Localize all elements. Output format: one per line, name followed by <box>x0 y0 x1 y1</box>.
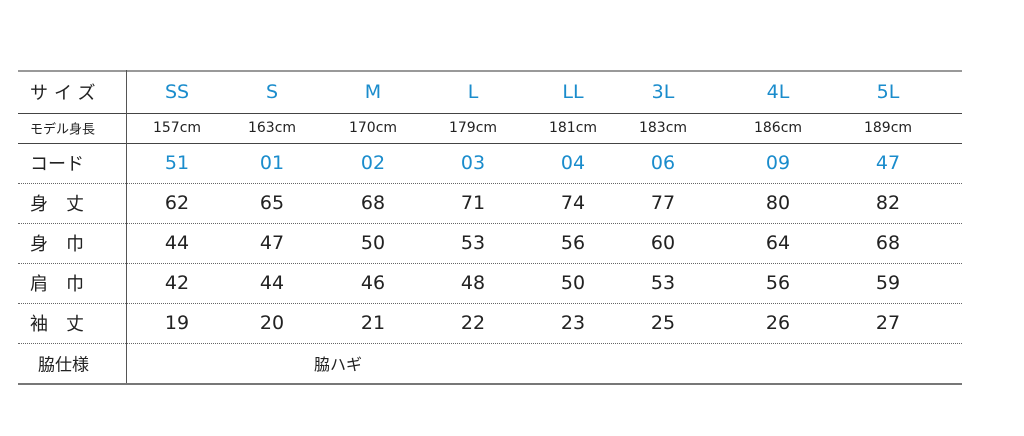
table-cell: 68 <box>875 232 901 254</box>
table-cell: 53 <box>460 232 486 254</box>
table-cell: 02 <box>360 152 386 174</box>
table-cell: 48 <box>460 272 486 294</box>
table-cell: 脇ハギ <box>313 355 363 374</box>
table-cell: 42 <box>164 272 190 294</box>
table-cell: 25 <box>650 312 676 334</box>
row-label: モデル身長 <box>30 122 96 138</box>
table-cell: 74 <box>560 192 586 214</box>
table-cell: 03 <box>460 152 486 174</box>
table-cell: 163cm <box>247 120 297 136</box>
row-label: 身 巾 <box>30 234 84 255</box>
row-divider <box>18 113 962 114</box>
table-cell: 71 <box>460 192 486 214</box>
row-label: 身 丈 <box>30 194 84 215</box>
table-cell: 47 <box>875 152 901 174</box>
table-cell: 50 <box>560 272 586 294</box>
table-cell: 179cm <box>448 120 498 136</box>
table-cell: 62 <box>164 192 190 214</box>
row-label: 肩 巾 <box>30 274 84 295</box>
row-divider <box>18 183 962 184</box>
table-cell: 183cm <box>638 120 688 136</box>
table-cell: 21 <box>360 312 386 334</box>
table-cell: 20 <box>259 312 285 334</box>
table-cell: 80 <box>765 192 791 214</box>
table-cell: 82 <box>875 192 901 214</box>
table-cell: 65 <box>259 192 285 214</box>
table-cell: 186cm <box>753 120 803 136</box>
table-cell: 09 <box>765 152 791 174</box>
table-cell: 44 <box>164 232 190 254</box>
table-cell: 19 <box>164 312 190 334</box>
table-cell: 27 <box>875 312 901 334</box>
table-cell: 23 <box>560 312 586 334</box>
table-cell: 59 <box>875 272 901 294</box>
table-cell: 4L <box>766 80 790 103</box>
table-cell: 3L <box>651 80 675 103</box>
table-cell: 50 <box>360 232 386 254</box>
table-cell: 170cm <box>348 120 398 136</box>
table-cell: 60 <box>650 232 676 254</box>
table-cell: 5L <box>876 80 900 103</box>
table-cell: 68 <box>360 192 386 214</box>
table-cell: 04 <box>560 152 586 174</box>
row-divider <box>18 143 962 144</box>
table-cell: L <box>467 80 479 103</box>
table-cell: 06 <box>650 152 676 174</box>
table-cell: 56 <box>765 272 791 294</box>
row-divider <box>18 223 962 224</box>
table-cell: 26 <box>765 312 791 334</box>
table-cell: 157cm <box>152 120 202 136</box>
table-cell: SS <box>164 80 190 103</box>
table-cell: 189cm <box>863 120 913 136</box>
row-label: 脇仕様 <box>38 355 89 376</box>
column-divider <box>126 70 127 383</box>
row-divider <box>18 383 962 385</box>
table-cell: LL <box>562 80 584 103</box>
table-cell: 181cm <box>548 120 598 136</box>
row-divider <box>18 343 962 344</box>
table-cell: 44 <box>259 272 285 294</box>
table-cell: 46 <box>360 272 386 294</box>
row-divider <box>18 263 962 264</box>
table-cell: 53 <box>650 272 676 294</box>
table-cell: 51 <box>164 152 190 174</box>
table-cell: 22 <box>460 312 486 334</box>
table-cell: 47 <box>259 232 285 254</box>
row-label: 袖 丈 <box>30 314 84 335</box>
table-cell: 77 <box>650 192 676 214</box>
table-cell: 64 <box>765 232 791 254</box>
table-cell: 56 <box>560 232 586 254</box>
row-label: コード <box>30 154 84 175</box>
row-divider <box>18 303 962 304</box>
row-divider <box>18 70 962 72</box>
row-label: サイズ <box>30 82 102 104</box>
table-cell: S <box>265 80 279 103</box>
table-cell: 01 <box>259 152 285 174</box>
table-cell: M <box>364 80 382 103</box>
